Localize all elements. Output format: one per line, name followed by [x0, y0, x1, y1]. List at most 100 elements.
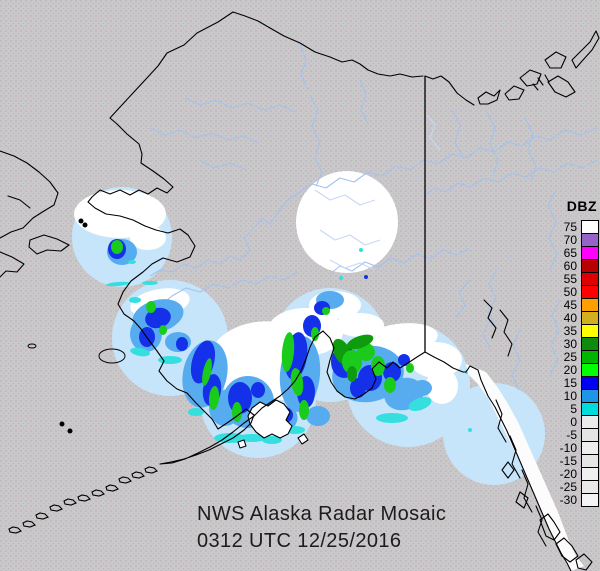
coastline-path [0, 251, 25, 278]
precip-echo [202, 358, 212, 386]
legend-color-swatch [581, 350, 599, 364]
legend-color-swatch [581, 298, 599, 312]
clear-air-blob [336, 313, 384, 337]
precip-echo [159, 325, 167, 335]
river-path [426, 114, 441, 151]
coastline-path [7, 195, 31, 209]
aleutian-island [144, 466, 158, 474]
legend-value-label: 60 [563, 259, 577, 273]
precip-echo [468, 428, 472, 432]
legend-row: 25 [543, 350, 599, 364]
legend-value-label: 5 [570, 402, 577, 416]
island-outline [297, 433, 309, 445]
clear-air-blob [400, 338, 440, 362]
legend-value-label: 40 [563, 311, 577, 325]
legend-value-label: -10 [559, 441, 577, 455]
precip-echo [376, 413, 408, 423]
river-path [299, 44, 309, 91]
legend-row: 70 [543, 233, 599, 247]
legend-value-label: -5 [566, 428, 577, 442]
legend-row: 20 [543, 363, 599, 377]
legend-value-label: -25 [559, 480, 577, 494]
legend-color-swatch [581, 246, 599, 260]
coastline-path [521, 469, 533, 513]
river-path [359, 79, 369, 125]
river-path [149, 127, 259, 144]
precip-echo [408, 397, 432, 411]
coastline-path [535, 505, 547, 547]
coastline-path [532, 74, 550, 91]
legend-color-swatch [581, 467, 599, 481]
small-island [27, 343, 37, 349]
precip-echo [290, 368, 304, 396]
aleutian-island [77, 494, 91, 502]
legend-row: 0 [543, 415, 599, 429]
legend-color-swatch [581, 285, 599, 299]
legend-row: 60 [543, 259, 599, 273]
legend-row: -30 [543, 493, 599, 507]
river-path [511, 329, 521, 391]
legend-row: 55 [543, 272, 599, 286]
river-path [451, 109, 464, 159]
precip-echo [232, 402, 242, 422]
aleutian-island [118, 476, 132, 484]
legend-value-label: 75 [563, 220, 577, 234]
coastline-path [571, 30, 600, 69]
precip-echo [359, 248, 363, 252]
precip-echo [371, 356, 385, 376]
legend-color-swatch [581, 389, 599, 403]
legend-value-label: 25 [563, 350, 577, 364]
legend-value-label: 65 [563, 246, 577, 260]
coastline-path [515, 491, 529, 509]
legend-color-swatch [581, 402, 599, 416]
aleutian-island [63, 498, 77, 506]
precip-echo [384, 377, 396, 393]
coastline-path [495, 399, 507, 443]
river-path [314, 189, 376, 206]
precip-echo [311, 327, 319, 341]
coastline-path [539, 513, 561, 541]
coastline-path [509, 435, 521, 479]
coastline-path [544, 51, 567, 69]
river-path [309, 94, 323, 187]
precip-echo [106, 281, 130, 287]
river-path [455, 279, 471, 319]
legend-row: 30 [543, 337, 599, 351]
legend-color-swatch [581, 233, 599, 247]
river-path [184, 97, 296, 113]
dbz-legend: DBZ 75 70 65 60 55 50 45 40 35 30 25 20 15 10 5 0 -5 -10-… [543, 198, 599, 507]
precip-echo [146, 301, 156, 313]
legend-color-swatch [581, 259, 599, 273]
coastline-path [483, 299, 497, 339]
legend-value-label: 70 [563, 233, 577, 247]
clear-air-blob [130, 226, 166, 250]
river-path [199, 159, 247, 171]
legend-color-swatch [581, 220, 599, 234]
precip-echo [350, 378, 366, 398]
legend-value-label: 45 [563, 298, 577, 312]
precip-echo [339, 276, 343, 280]
legend-color-swatch [581, 493, 599, 507]
legend-color-swatch [581, 480, 599, 494]
coastline-path [499, 309, 513, 357]
river-path [524, 117, 537, 183]
legend-color-swatch [581, 454, 599, 468]
legend-value-label: 30 [563, 337, 577, 351]
legend-row: 15 [543, 376, 599, 390]
coastline-path [547, 75, 576, 98]
river-path [329, 247, 471, 275]
precip-echo [130, 347, 150, 357]
small-island [78, 218, 84, 224]
legend-entries: 75 70 65 60 55 50 45 40 35 30 25 20 15 10 5 0 -5 -10 -15 -2… [543, 220, 599, 507]
small-island [59, 421, 65, 427]
precip-echo [188, 408, 204, 416]
legend-row: -20 [543, 467, 599, 481]
legend-value-label: 0 [570, 415, 577, 429]
aleutian-island [91, 489, 105, 497]
page-title: NWS Alaska Radar Mosaic [197, 503, 447, 525]
river-path [149, 227, 255, 277]
legend-row: -5 [543, 428, 599, 442]
coastline-path [232, 11, 424, 78]
